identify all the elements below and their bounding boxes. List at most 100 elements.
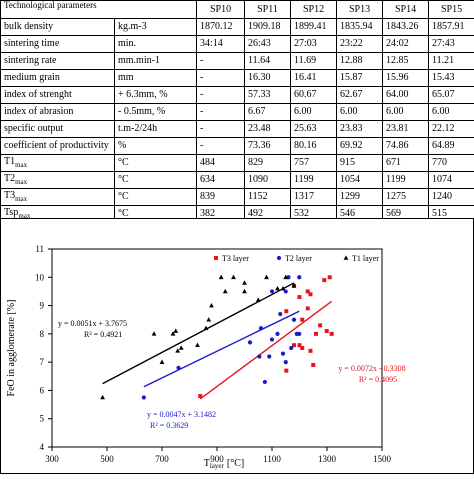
table-cell: 62.67 bbox=[337, 87, 383, 104]
legend-marker bbox=[214, 256, 218, 260]
r-squared-label: R² = 0.3629 bbox=[150, 421, 188, 430]
data-point bbox=[284, 360, 288, 364]
legend-marker bbox=[277, 256, 281, 260]
table-cell: 6.00 bbox=[291, 104, 337, 121]
table-cell: 22.12 bbox=[429, 121, 474, 138]
data-point bbox=[270, 337, 274, 341]
y-tick-label: 5 bbox=[40, 414, 45, 424]
table-cell: 1317 bbox=[291, 189, 337, 206]
data-point bbox=[322, 278, 326, 282]
parameter-name: medium grain bbox=[1, 70, 115, 87]
data-point bbox=[284, 309, 288, 313]
table-cell: 16.41 bbox=[291, 70, 337, 87]
table-cell: 69.92 bbox=[337, 138, 383, 155]
parameter-unit: + 6.3mm, % bbox=[115, 87, 197, 104]
data-point bbox=[298, 295, 302, 299]
parameter-unit: °C bbox=[115, 189, 197, 206]
parameter-name: index of strenght bbox=[1, 87, 115, 104]
table-cell: 65.07 bbox=[429, 87, 474, 104]
column-header: SP10 bbox=[197, 1, 245, 19]
table-cell: - bbox=[197, 138, 245, 155]
data-point bbox=[295, 332, 299, 336]
parameter-name: T2max bbox=[1, 172, 115, 189]
x-tick-label: 1100 bbox=[263, 454, 281, 464]
table-cell: 23.48 bbox=[245, 121, 291, 138]
table-cell: 634 bbox=[197, 172, 245, 189]
data-point bbox=[263, 380, 267, 384]
column-header: SP14 bbox=[383, 1, 429, 19]
data-point bbox=[267, 354, 271, 358]
table-cell: 1275 bbox=[383, 189, 429, 206]
parameter-name: bulk density bbox=[1, 19, 115, 36]
data-point bbox=[259, 326, 263, 330]
table-cell: 757 bbox=[291, 155, 337, 172]
table-cell: 73.36 bbox=[245, 138, 291, 155]
data-point bbox=[284, 369, 288, 373]
parameter-unit: °C bbox=[115, 172, 197, 189]
table-cell: 6.00 bbox=[383, 104, 429, 121]
trendline-equation: y = 0.0051x + 3.7675 bbox=[58, 319, 127, 328]
table-cell: 6.67 bbox=[245, 104, 291, 121]
parameter-unit: - 0.5mm, % bbox=[115, 104, 197, 121]
data-point bbox=[309, 349, 313, 353]
table-cell: - bbox=[197, 53, 245, 70]
parameter-unit: °C bbox=[115, 155, 197, 172]
x-tick-label: 500 bbox=[100, 454, 114, 464]
table-cell: 23.81 bbox=[383, 121, 429, 138]
table-cell: 1090 bbox=[245, 172, 291, 189]
table-corner-label: Technological parameters bbox=[1, 1, 197, 19]
table-cell: 11.21 bbox=[429, 53, 474, 70]
table-cell: 1074 bbox=[429, 172, 474, 189]
data-point bbox=[198, 394, 202, 398]
y-tick-label: 4 bbox=[40, 442, 45, 452]
data-point bbox=[300, 318, 304, 322]
table-cell: 12.88 bbox=[337, 53, 383, 70]
y-tick-label: 10 bbox=[35, 272, 45, 282]
table-cell: 1240 bbox=[429, 189, 474, 206]
table-cell: 829 bbox=[245, 155, 291, 172]
parameters-table-container: Technological parameters SP10 SP11 SP12 … bbox=[0, 0, 474, 223]
column-header: SP15 bbox=[429, 1, 474, 19]
table-cell: 27:03 bbox=[291, 36, 337, 53]
table-cell: 15.96 bbox=[383, 70, 429, 87]
data-point bbox=[270, 289, 274, 293]
table-cell: 12.85 bbox=[383, 53, 429, 70]
table-cell: 6.00 bbox=[429, 104, 474, 121]
table-cell: 1835.94 bbox=[337, 19, 383, 36]
data-point bbox=[325, 329, 329, 333]
table-cell: 1054 bbox=[337, 172, 383, 189]
table-cell: 6.00 bbox=[337, 104, 383, 121]
parameter-name: coefficient of productivity bbox=[1, 138, 115, 155]
x-tick-label: 1300 bbox=[318, 454, 337, 464]
trendline-equation: y = 0.0047x + 3.1482 bbox=[147, 410, 216, 419]
trendline-equation: y = 0.0072x - 0.3308 bbox=[338, 364, 405, 373]
data-point bbox=[306, 306, 310, 310]
table-header-row: Technological parameters SP10 SP11 SP12 … bbox=[1, 1, 474, 19]
y-tick-label: 7 bbox=[40, 357, 45, 367]
table-cell: 1152 bbox=[245, 189, 291, 206]
x-tick-label: 300 bbox=[45, 454, 59, 464]
y-tick-label: 8 bbox=[40, 329, 45, 339]
table-cell: - bbox=[197, 70, 245, 87]
table-cell: 1870.12 bbox=[197, 19, 245, 36]
x-tick-label: 1500 bbox=[373, 454, 392, 464]
table-cell: 484 bbox=[197, 155, 245, 172]
r-squared-label: R² = 0.4095 bbox=[359, 375, 397, 384]
table-cell: 15.87 bbox=[337, 70, 383, 87]
table-cell: 26:43 bbox=[245, 36, 291, 53]
y-tick-label: 9 bbox=[40, 301, 45, 311]
parameter-unit: t.m-2/24h bbox=[115, 121, 197, 138]
table-cell: 1299 bbox=[337, 189, 383, 206]
